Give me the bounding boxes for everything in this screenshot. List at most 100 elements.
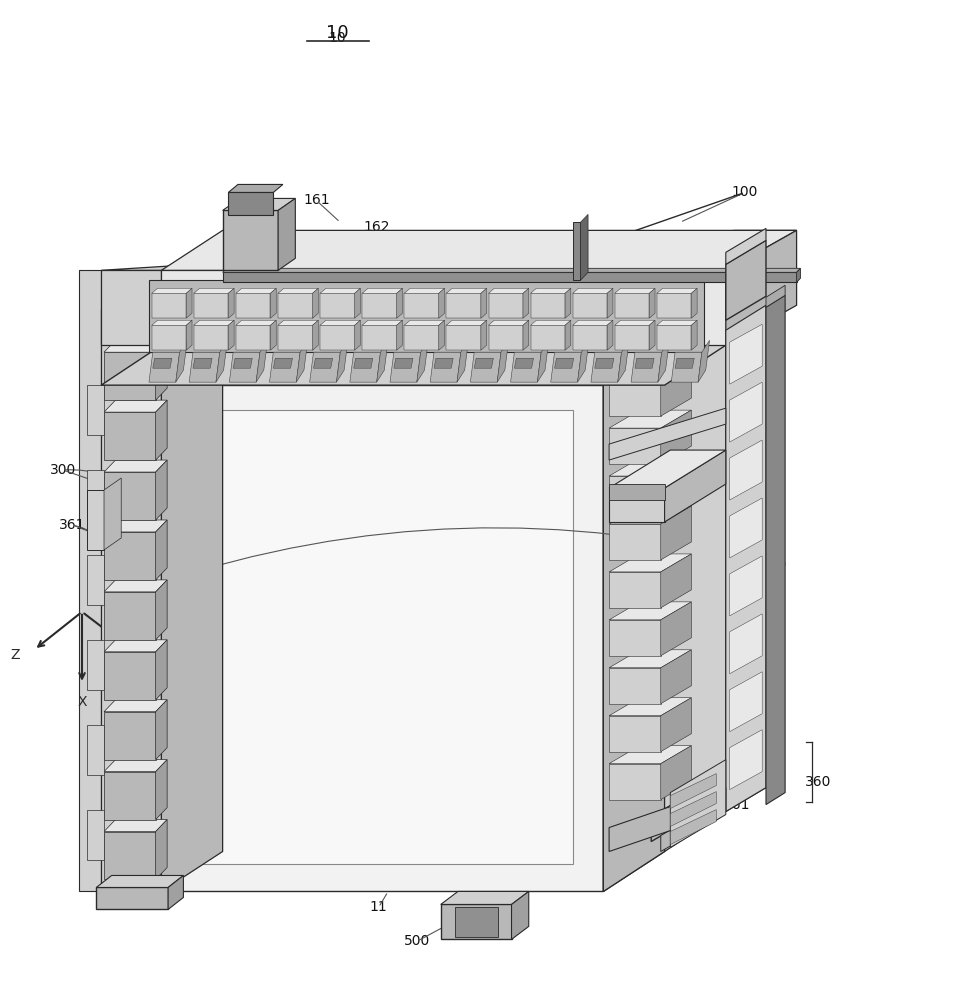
Polygon shape bbox=[87, 640, 104, 690]
Polygon shape bbox=[155, 580, 167, 640]
Polygon shape bbox=[609, 506, 692, 524]
Polygon shape bbox=[730, 556, 763, 616]
Polygon shape bbox=[672, 352, 702, 382]
Polygon shape bbox=[104, 700, 167, 712]
Polygon shape bbox=[615, 288, 655, 293]
Polygon shape bbox=[531, 325, 565, 350]
Polygon shape bbox=[609, 698, 692, 716]
Polygon shape bbox=[511, 352, 541, 382]
Polygon shape bbox=[278, 198, 295, 270]
Polygon shape bbox=[228, 288, 234, 318]
Text: 10: 10 bbox=[326, 24, 349, 42]
Polygon shape bbox=[551, 352, 582, 382]
Polygon shape bbox=[607, 320, 613, 350]
Text: 161: 161 bbox=[715, 333, 741, 347]
Polygon shape bbox=[194, 320, 234, 325]
Polygon shape bbox=[661, 506, 692, 560]
Text: 311: 311 bbox=[715, 578, 741, 592]
Polygon shape bbox=[730, 614, 763, 674]
Polygon shape bbox=[236, 320, 276, 325]
Polygon shape bbox=[531, 288, 571, 293]
Polygon shape bbox=[194, 325, 228, 350]
Polygon shape bbox=[161, 385, 604, 891]
Polygon shape bbox=[497, 340, 509, 382]
Polygon shape bbox=[661, 458, 692, 512]
Polygon shape bbox=[186, 288, 192, 318]
Polygon shape bbox=[87, 810, 104, 859]
Polygon shape bbox=[404, 320, 445, 325]
Polygon shape bbox=[661, 802, 720, 852]
Polygon shape bbox=[671, 774, 717, 809]
Polygon shape bbox=[514, 358, 534, 368]
Polygon shape bbox=[104, 580, 167, 592]
Polygon shape bbox=[104, 478, 122, 550]
Polygon shape bbox=[470, 352, 501, 382]
Polygon shape bbox=[609, 716, 661, 752]
Polygon shape bbox=[565, 320, 571, 350]
Polygon shape bbox=[104, 352, 155, 400]
Text: 11: 11 bbox=[370, 900, 387, 914]
Polygon shape bbox=[229, 352, 260, 382]
Polygon shape bbox=[609, 746, 692, 764]
Polygon shape bbox=[354, 358, 373, 368]
Polygon shape bbox=[222, 210, 278, 270]
Polygon shape bbox=[312, 288, 318, 318]
Polygon shape bbox=[104, 340, 167, 352]
Polygon shape bbox=[354, 320, 360, 350]
Polygon shape bbox=[609, 668, 661, 704]
Polygon shape bbox=[618, 340, 629, 382]
Polygon shape bbox=[87, 725, 104, 775]
Polygon shape bbox=[457, 340, 468, 382]
Text: 361: 361 bbox=[59, 518, 85, 532]
Polygon shape bbox=[657, 288, 697, 293]
Polygon shape bbox=[661, 698, 692, 752]
Polygon shape bbox=[376, 340, 388, 382]
Polygon shape bbox=[537, 340, 549, 382]
Polygon shape bbox=[394, 358, 413, 368]
Polygon shape bbox=[609, 484, 665, 500]
Polygon shape bbox=[104, 472, 155, 520]
Polygon shape bbox=[104, 772, 155, 820]
Polygon shape bbox=[102, 230, 797, 270]
Polygon shape bbox=[390, 352, 421, 382]
Polygon shape bbox=[446, 288, 487, 293]
Polygon shape bbox=[350, 352, 380, 382]
Polygon shape bbox=[236, 325, 270, 350]
Polygon shape bbox=[481, 320, 487, 350]
Polygon shape bbox=[222, 272, 797, 282]
Text: 362: 362 bbox=[724, 753, 750, 767]
Polygon shape bbox=[671, 810, 717, 845]
Polygon shape bbox=[320, 320, 360, 325]
Polygon shape bbox=[573, 222, 581, 280]
Polygon shape bbox=[397, 320, 402, 350]
Polygon shape bbox=[397, 288, 402, 318]
Text: 161: 161 bbox=[303, 193, 330, 207]
Polygon shape bbox=[104, 400, 167, 412]
Polygon shape bbox=[192, 410, 573, 864]
Polygon shape bbox=[489, 325, 523, 350]
Text: 362: 362 bbox=[103, 321, 128, 335]
Polygon shape bbox=[149, 352, 179, 382]
Text: Z: Z bbox=[11, 648, 20, 662]
Polygon shape bbox=[104, 760, 167, 772]
Polygon shape bbox=[97, 875, 183, 887]
Polygon shape bbox=[726, 305, 766, 812]
Polygon shape bbox=[591, 352, 622, 382]
Polygon shape bbox=[161, 230, 797, 270]
Polygon shape bbox=[523, 320, 529, 350]
Polygon shape bbox=[661, 410, 692, 464]
Polygon shape bbox=[104, 592, 155, 640]
Polygon shape bbox=[609, 554, 692, 572]
Polygon shape bbox=[730, 730, 763, 790]
Polygon shape bbox=[313, 358, 332, 368]
Polygon shape bbox=[726, 228, 766, 264]
Polygon shape bbox=[489, 288, 529, 293]
Polygon shape bbox=[609, 362, 692, 380]
Polygon shape bbox=[609, 572, 661, 608]
Polygon shape bbox=[607, 288, 613, 318]
Polygon shape bbox=[531, 293, 565, 318]
Polygon shape bbox=[194, 288, 234, 293]
Polygon shape bbox=[661, 362, 692, 416]
Polygon shape bbox=[430, 352, 461, 382]
Polygon shape bbox=[104, 820, 167, 832]
